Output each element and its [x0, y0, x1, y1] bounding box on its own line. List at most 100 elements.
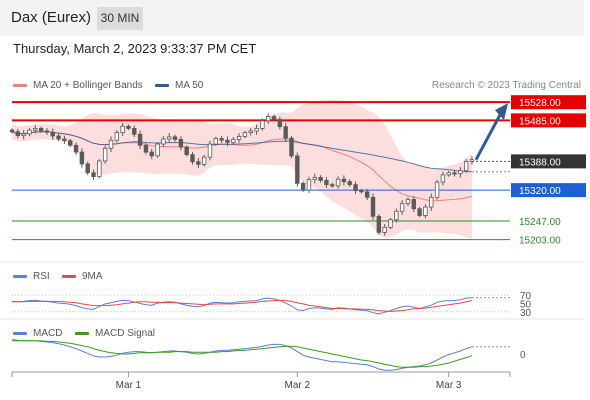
candle-body	[394, 210, 399, 221]
candle-body	[463, 160, 469, 172]
candle-body	[382, 226, 387, 233]
rsi-series-line	[12, 299, 473, 312]
candle-body	[207, 143, 213, 158]
x-tick-label: Mar 2	[285, 380, 311, 391]
candle-body	[196, 161, 201, 165]
candle-body	[91, 172, 96, 177]
candle-body	[330, 184, 335, 187]
ma50-line	[11, 131, 473, 173]
x-tick-label: Mar 3	[436, 380, 462, 391]
candle-body	[9, 129, 15, 133]
candle-body	[190, 154, 195, 163]
candle-body	[353, 184, 358, 191]
candle-body	[359, 190, 364, 193]
candle-body	[120, 125, 125, 134]
candle-body	[62, 138, 67, 142]
candle-body	[452, 172, 457, 175]
candle-body	[137, 133, 143, 146]
instrument-title: Dax (Eurex)	[11, 9, 92, 26]
candle-body	[434, 181, 440, 198]
candle-body	[102, 147, 108, 162]
candle-body	[85, 163, 90, 174]
legend-ma50-label: MA 50	[175, 80, 204, 91]
legend-rsi-label: RSI	[33, 271, 50, 282]
candle-body	[277, 119, 283, 128]
rsi-series-line	[11, 297, 473, 315]
candle-body	[50, 131, 55, 137]
candle-body	[132, 127, 137, 135]
candle-body	[21, 133, 26, 136]
candle-body	[68, 140, 73, 146]
last-price-tag	[511, 154, 586, 169]
candle-body	[306, 179, 312, 191]
candle-body	[347, 181, 352, 186]
resistance-label: 15485.00	[519, 116, 561, 127]
candle-body	[341, 178, 347, 183]
legend-macd-label: MACD	[33, 328, 63, 339]
candle-body	[79, 151, 85, 165]
candle-body	[318, 177, 323, 181]
candle-body	[405, 199, 411, 205]
candle-body	[283, 126, 288, 139]
legend-rsi: RSI	[13, 271, 50, 282]
macd-tick-label: 0	[520, 350, 526, 361]
resistance-tag	[511, 95, 586, 110]
legend-ma20-label: MA 20 + Bollinger Bands	[33, 80, 143, 91]
candle-body	[172, 136, 178, 140]
pivot-tag	[511, 183, 586, 198]
candle-body	[260, 120, 265, 129]
rsi-ma-swatch	[62, 274, 76, 278]
candle-body	[213, 138, 218, 145]
ma20-swatch	[13, 83, 27, 87]
candle-body	[161, 138, 166, 145]
candle-body	[295, 155, 300, 184]
timeframe-badge[interactable]: 30 MIN	[97, 7, 143, 30]
candle-body	[399, 203, 405, 212]
candle-body	[417, 208, 422, 216]
legend-macd-signal-label: MACD Signal	[95, 328, 156, 339]
candle-body	[143, 144, 149, 153]
candle-body	[458, 170, 463, 175]
research-credit: Research © 2023 Trading Central	[431, 80, 581, 91]
candle-body	[178, 138, 184, 148]
candle-body	[248, 130, 253, 134]
chart-datetime: Thursday, March 2, 2023 9:33:37 PM CET	[13, 41, 257, 56]
candle-body	[364, 191, 370, 198]
resistance-label: 15528.00	[519, 98, 561, 109]
candle-body	[266, 116, 271, 122]
candle-body	[324, 180, 329, 186]
candle-body	[411, 199, 416, 210]
rsi-tick-label: 30	[520, 308, 532, 319]
macd-series-line	[11, 339, 473, 371]
candle-body	[312, 177, 317, 180]
candle-body	[33, 127, 38, 131]
legend-rsi-ma-label: 9MA	[82, 271, 103, 282]
candle-body	[114, 132, 120, 141]
rsi-tick-label: 70	[520, 291, 532, 302]
candle-body	[242, 132, 248, 137]
candle-body	[201, 156, 207, 165]
ma50-swatch	[155, 83, 169, 87]
candle-body	[254, 127, 259, 132]
candle-body	[15, 131, 21, 136]
candle-body	[149, 151, 154, 157]
candle-body	[271, 116, 277, 120]
legend-ma20: MA 20 + Bollinger Bands	[13, 80, 143, 91]
x-tick-label: Mar 1	[116, 380, 142, 391]
macd-signal-swatch	[75, 331, 89, 335]
last-price-label: 15388.00	[519, 157, 561, 168]
candle-body	[73, 144, 79, 153]
candle-body	[469, 159, 475, 162]
macd-swatch	[13, 331, 27, 335]
candle-body	[155, 143, 160, 157]
resistance-tag	[511, 113, 586, 128]
candle-body	[376, 215, 382, 233]
candle-body	[300, 182, 306, 191]
candle-body	[231, 138, 236, 143]
candle-body	[97, 160, 102, 177]
legend-macd: MACD	[13, 328, 62, 339]
candle-body	[446, 172, 451, 176]
forecast-arrowhead	[495, 103, 508, 121]
rsi-tick-label: 50	[520, 300, 532, 311]
candle-body	[56, 135, 61, 140]
